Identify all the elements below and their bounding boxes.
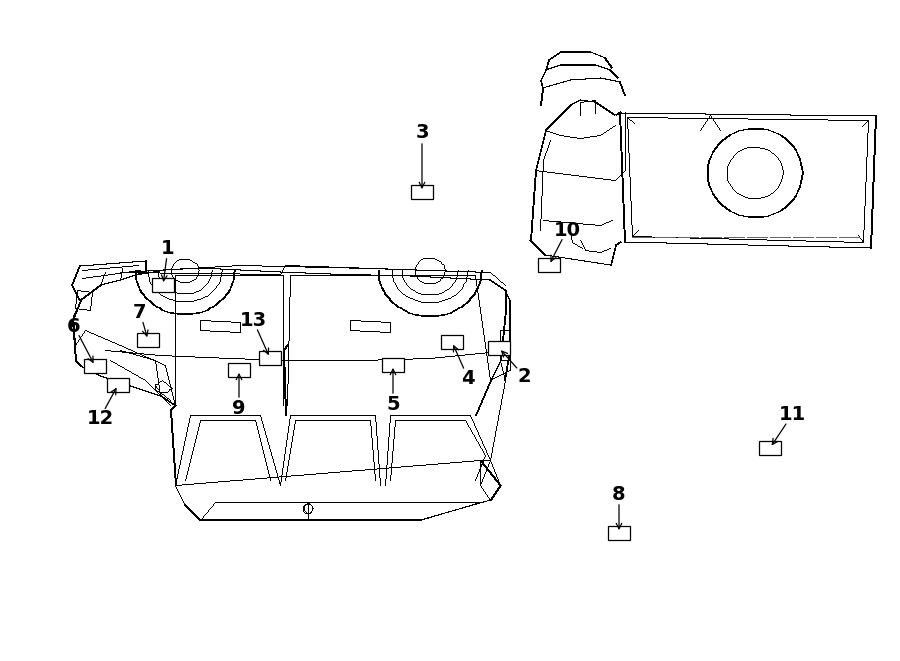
Text: 13: 13 [239, 311, 266, 329]
Bar [441, 335, 463, 349]
Bar [488, 341, 510, 355]
Text: 12: 12 [86, 408, 113, 428]
Bar [382, 358, 404, 372]
Text: 7: 7 [133, 303, 147, 321]
Bar [152, 278, 174, 292]
Text: 1: 1 [161, 239, 175, 258]
Text: 5: 5 [386, 395, 400, 414]
Bar [137, 333, 159, 347]
Bar [228, 363, 250, 377]
Text: 10: 10 [554, 221, 580, 239]
Bar [538, 258, 560, 272]
Text: 2: 2 [518, 366, 531, 385]
Text: 8: 8 [612, 485, 625, 504]
Bar [608, 526, 630, 540]
Bar [107, 378, 129, 392]
Text: 4: 4 [461, 368, 475, 387]
Text: 3: 3 [415, 124, 428, 143]
Bar [259, 351, 281, 365]
Text: 9: 9 [232, 399, 246, 418]
Text: 11: 11 [778, 405, 806, 424]
Bar [759, 441, 781, 455]
Bar [411, 185, 433, 199]
Bar [84, 359, 106, 373]
Text: 6: 6 [68, 317, 81, 336]
